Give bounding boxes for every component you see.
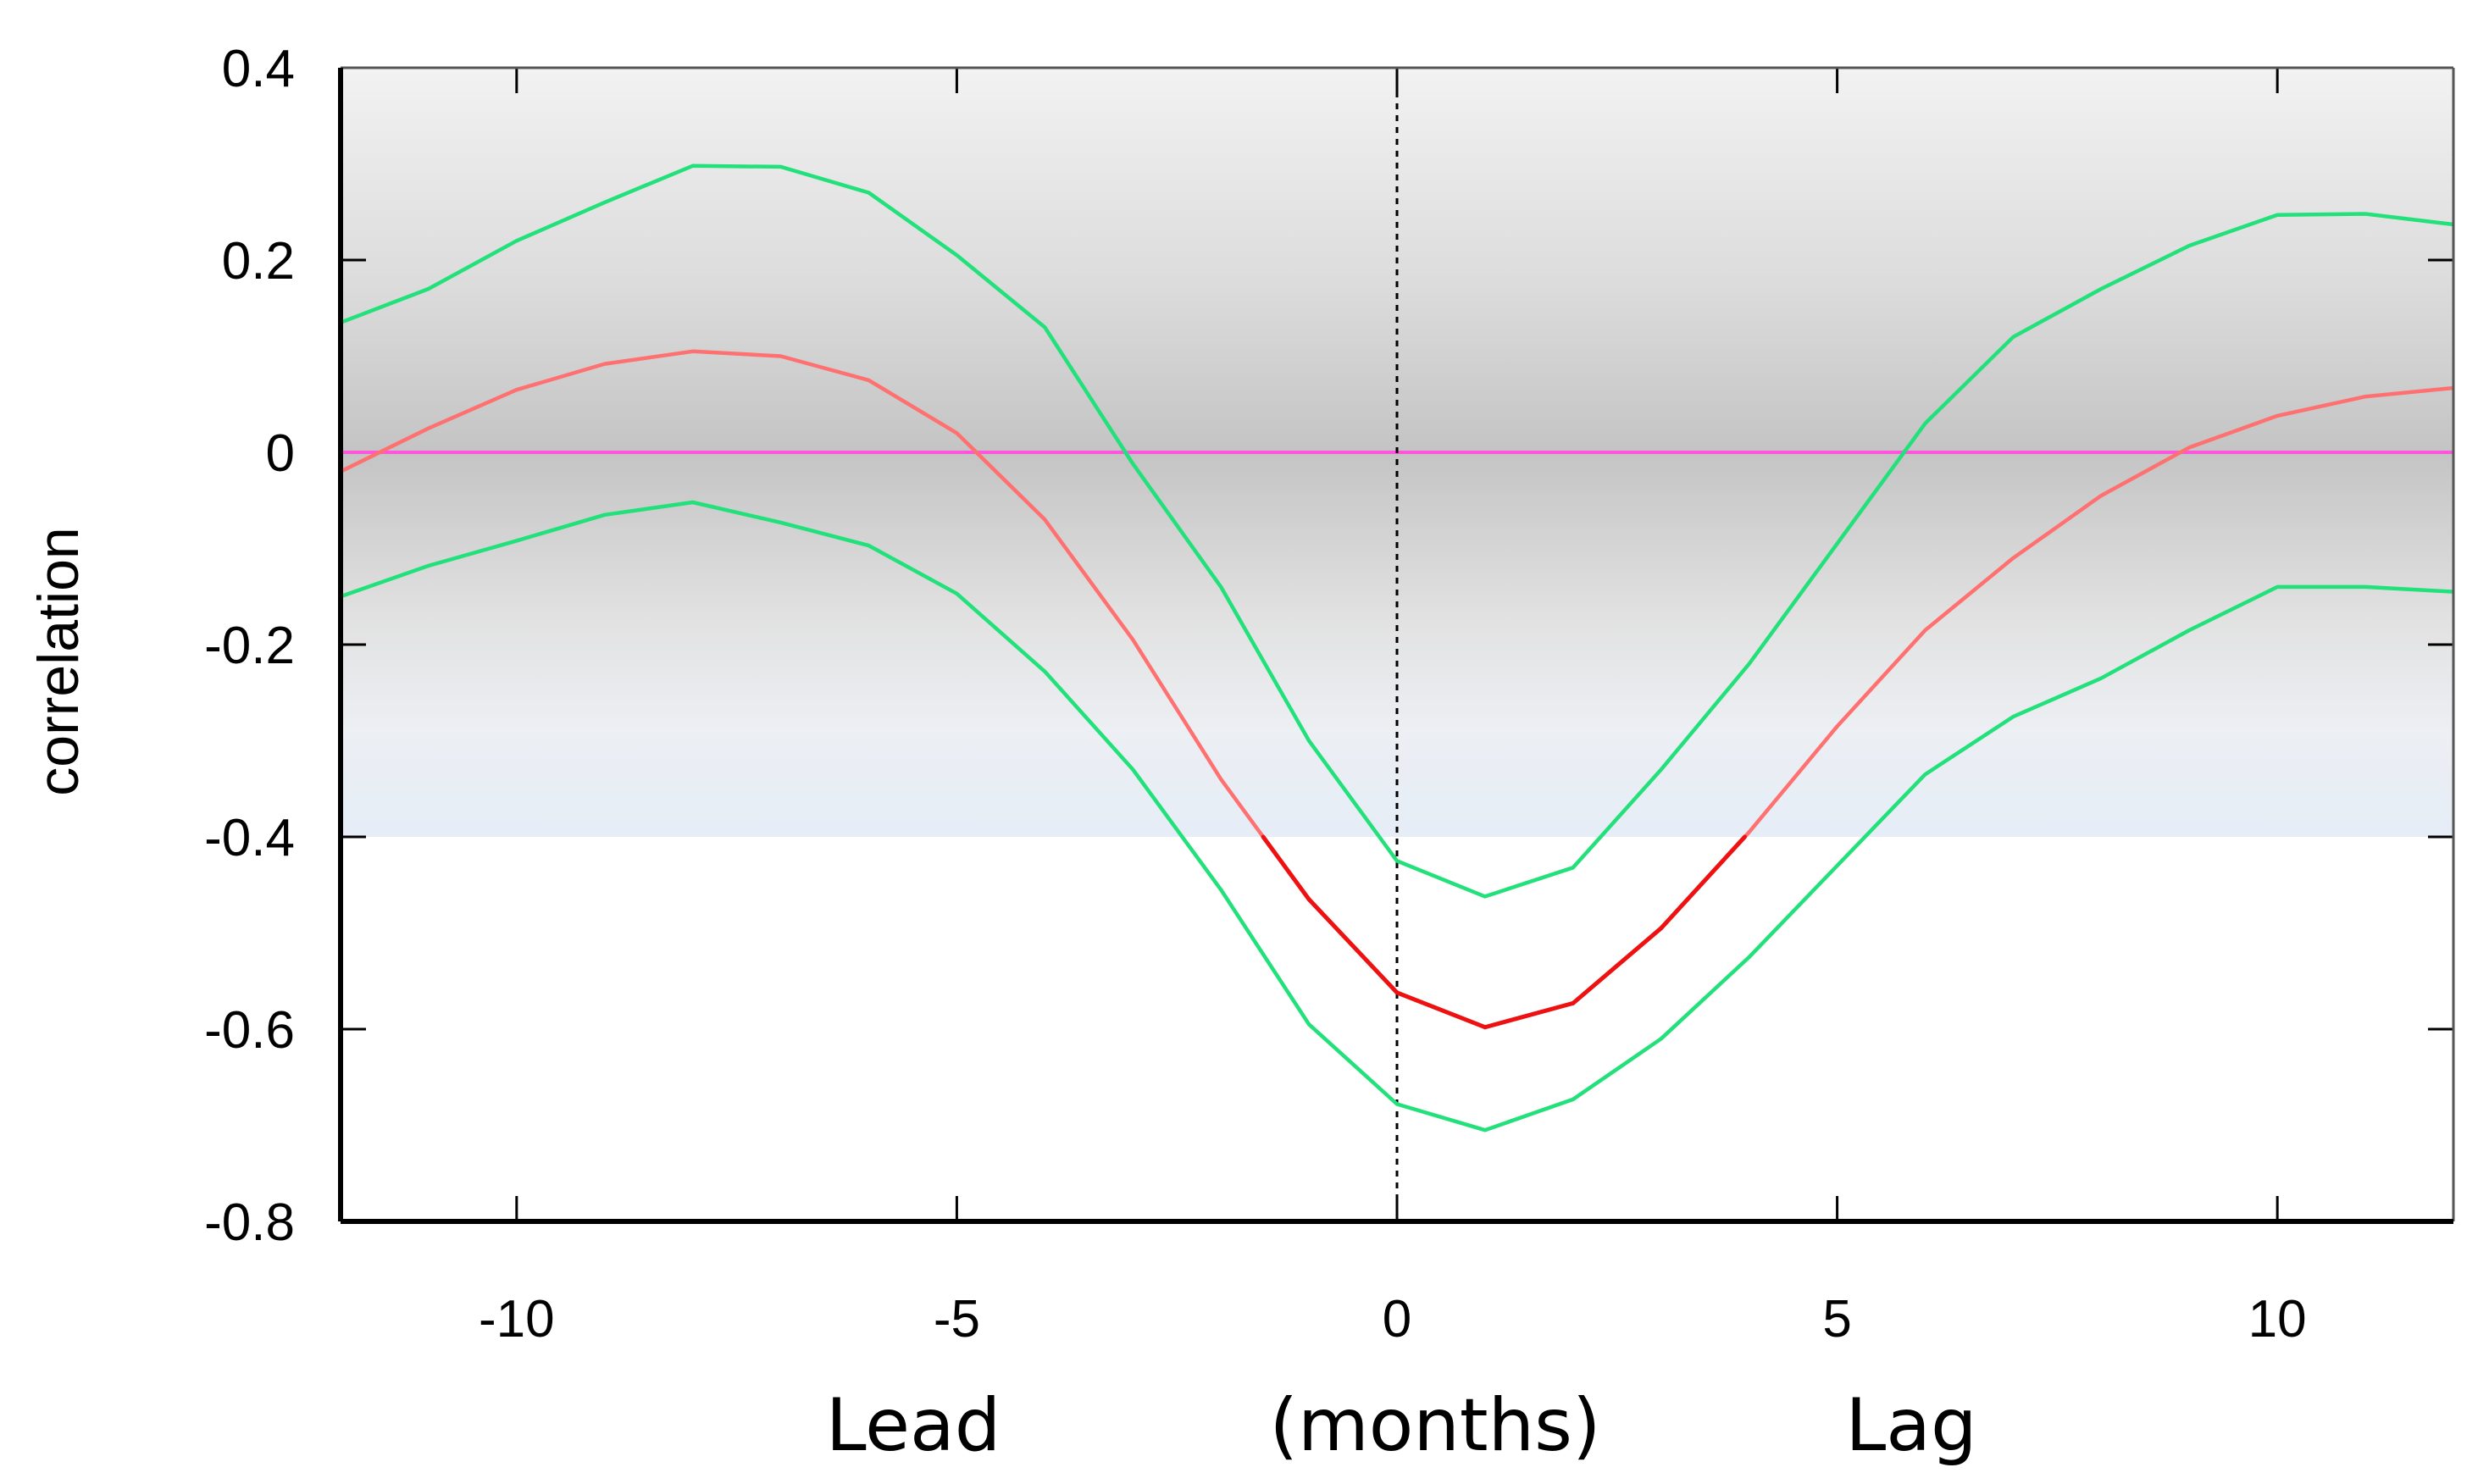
y-tick-label: 0 <box>266 424 295 483</box>
x-tick-label: 5 <box>1822 1290 1851 1348</box>
significant-segment <box>1394 990 1488 1030</box>
series-lines <box>340 163 2454 1132</box>
x-tick-label: 10 <box>2248 1290 2307 1348</box>
y-tick-label: -0.6 <box>204 1001 295 1060</box>
x-tick-labels: -10 -5 0 5 10 <box>479 1290 2307 1348</box>
significant-segment <box>1306 897 1400 995</box>
x-tick-label: 0 <box>1383 1290 1411 1348</box>
series-line-upper-bound <box>340 163 2454 899</box>
y-tick-label: 0.4 <box>222 40 295 98</box>
x-caption-lag: Lag <box>1845 1383 1976 1468</box>
significant-segment <box>1571 926 1664 1005</box>
significant-segment <box>1659 834 1747 931</box>
y-tick-label: -0.8 <box>204 1193 295 1252</box>
y-axis-title: correlation <box>26 527 91 796</box>
x-caption-months: (months) <box>1269 1383 1600 1468</box>
axes <box>338 66 2455 1224</box>
series-line-lower-bound <box>340 500 2454 1132</box>
y-tick-label: -0.4 <box>204 809 295 867</box>
y-tick-label: -0.2 <box>204 617 295 675</box>
y-tick-labels: 0.4 0.2 0 -0.2 -0.4 -0.6 -0.8 <box>204 40 295 1252</box>
x-caption-lead: Lead <box>826 1383 1001 1468</box>
significant-segment <box>1261 834 1311 902</box>
significant-segment <box>1483 1000 1576 1030</box>
x-tick-label: -10 <box>479 1290 555 1348</box>
y-tick-label: 0.2 <box>222 232 295 291</box>
x-tick-label: -5 <box>934 1290 980 1348</box>
